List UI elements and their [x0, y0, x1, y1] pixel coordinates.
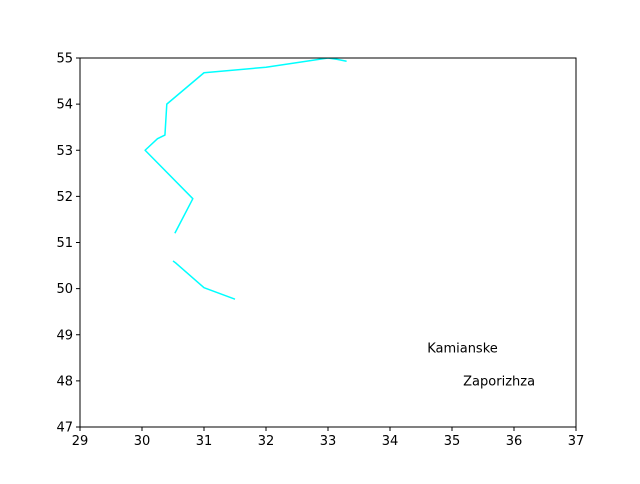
annotations: Kamianske Zaporizhza: [427, 341, 535, 389]
y-tick-label: 50: [56, 282, 73, 297]
series-line-segment-1: [144, 58, 347, 234]
x-tick-label: 34: [382, 434, 399, 449]
y-tick-label: 54: [56, 98, 73, 113]
x-tick-label: 31: [196, 434, 213, 449]
y-tick-label: 48: [56, 374, 73, 389]
city-label: Zaporizhza: [463, 374, 535, 389]
x-tick-label: 29: [72, 434, 89, 449]
series-lines: [144, 58, 347, 300]
x-tick-label: 35: [444, 434, 461, 449]
axis-ticks: 29 30 31 32 33 34 35 36 37 47 48 49 50 51 52 53 54 55: [56, 52, 584, 450]
y-tick-label: 52: [56, 190, 73, 205]
x-tick-label: 37: [568, 434, 585, 449]
y-tick-label: 47: [56, 421, 73, 436]
y-tick-label: 51: [56, 236, 73, 251]
series-line-segment-2: [172, 260, 236, 300]
y-tick-label: 55: [56, 52, 73, 67]
x-tick-label: 32: [258, 434, 275, 449]
x-tick-label: 36: [506, 434, 523, 449]
x-tick-label: 33: [320, 434, 337, 449]
y-tick-label: 53: [56, 144, 73, 159]
y-tick-label: 49: [56, 328, 73, 343]
x-tick-label: 30: [134, 434, 151, 449]
city-label: Kamianske: [427, 341, 498, 356]
axes-frame: [79, 57, 577, 428]
